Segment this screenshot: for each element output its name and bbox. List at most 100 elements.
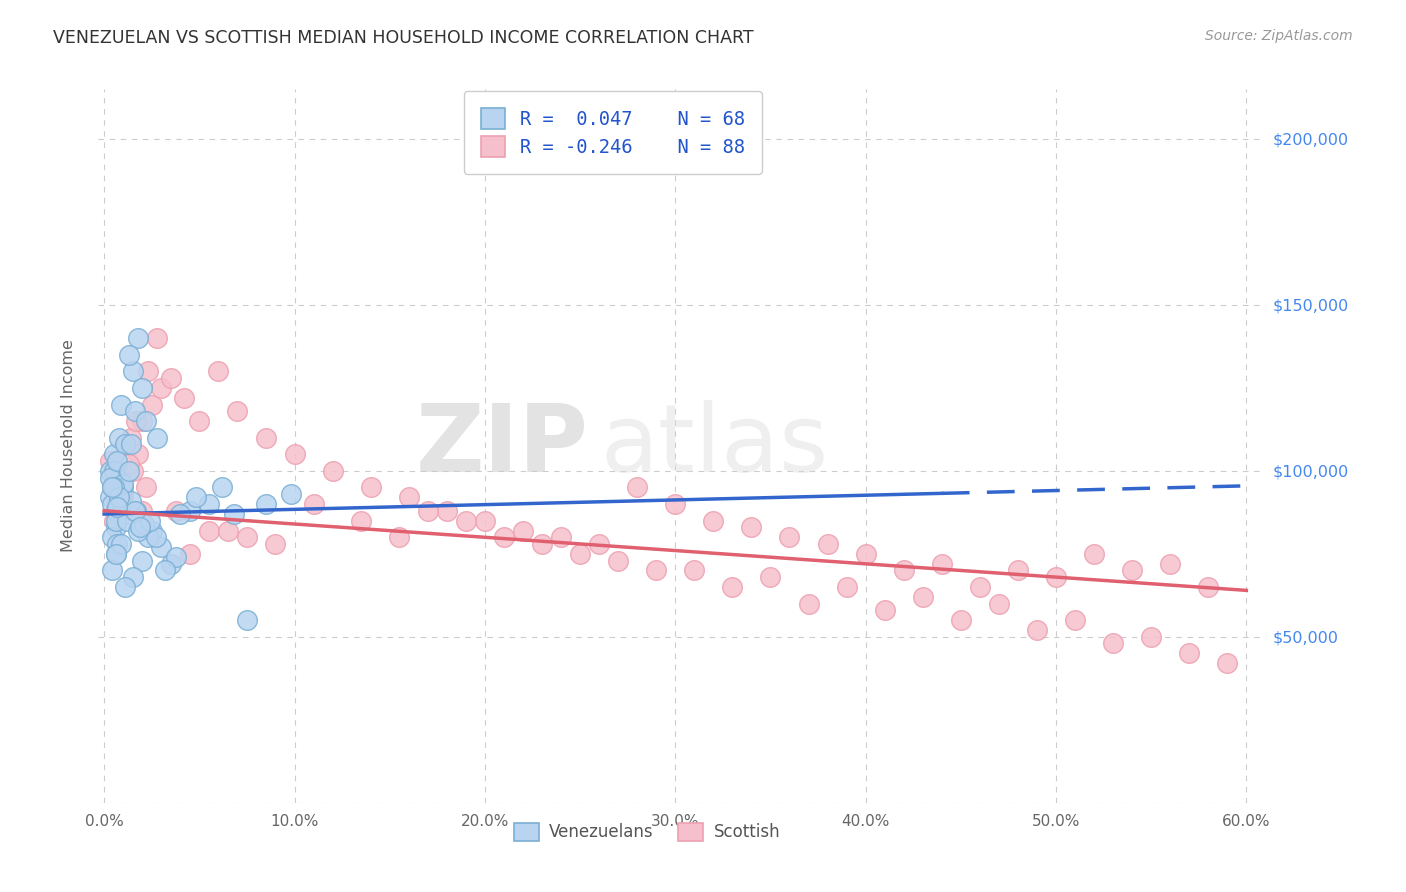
Point — [740, 520, 762, 534]
Point — [112, 491, 135, 505]
Point — [104, 497, 127, 511]
Point — [893, 564, 915, 578]
Point — [949, 613, 972, 627]
Point — [114, 437, 136, 451]
Point — [236, 530, 259, 544]
Point — [607, 553, 630, 567]
Point — [139, 514, 162, 528]
Point — [198, 524, 221, 538]
Point — [254, 497, 277, 511]
Point — [114, 437, 136, 451]
Point — [1007, 564, 1029, 578]
Point — [1026, 624, 1049, 638]
Point — [104, 470, 127, 484]
Point — [127, 447, 149, 461]
Point — [136, 364, 159, 378]
Point — [454, 514, 477, 528]
Point — [114, 580, 136, 594]
Point — [226, 404, 249, 418]
Point — [110, 397, 132, 411]
Point — [104, 514, 127, 528]
Point — [146, 331, 169, 345]
Point — [103, 464, 125, 478]
Point — [127, 331, 149, 345]
Text: atlas: atlas — [600, 400, 828, 492]
Point — [100, 564, 122, 578]
Point — [512, 524, 534, 538]
Point — [283, 447, 305, 461]
Point — [108, 474, 131, 488]
Point — [104, 547, 127, 561]
Point — [112, 500, 135, 515]
Point — [569, 547, 592, 561]
Point — [530, 537, 553, 551]
Point — [124, 504, 146, 518]
Point — [264, 537, 287, 551]
Point — [108, 481, 131, 495]
Point — [120, 437, 142, 451]
Point — [1216, 657, 1239, 671]
Point — [98, 464, 121, 478]
Point — [107, 481, 129, 495]
Point — [107, 487, 129, 501]
Point — [104, 504, 127, 518]
Point — [120, 431, 142, 445]
Point — [108, 491, 131, 505]
Point — [108, 431, 131, 445]
Point — [121, 364, 143, 378]
Point — [1083, 547, 1105, 561]
Point — [817, 537, 839, 551]
Point — [115, 504, 138, 518]
Point — [1121, 564, 1143, 578]
Point — [198, 497, 221, 511]
Point — [125, 414, 148, 428]
Point — [1102, 636, 1125, 650]
Point — [721, 580, 744, 594]
Point — [1197, 580, 1219, 594]
Point — [302, 497, 325, 511]
Point — [131, 381, 153, 395]
Point — [254, 431, 277, 445]
Point — [100, 481, 122, 495]
Point — [132, 516, 155, 531]
Point — [120, 493, 142, 508]
Legend: Venezuelans, Scottish: Venezuelans, Scottish — [508, 816, 787, 848]
Point — [129, 520, 152, 534]
Point — [360, 481, 382, 495]
Point — [911, 590, 934, 604]
Point — [166, 504, 188, 518]
Point — [159, 557, 181, 571]
Point — [135, 481, 157, 495]
Point — [108, 491, 131, 505]
Point — [702, 514, 724, 528]
Point — [118, 348, 141, 362]
Point — [855, 547, 877, 561]
Point — [987, 597, 1010, 611]
Point — [118, 457, 141, 471]
Point — [1045, 570, 1067, 584]
Point — [118, 464, 141, 478]
Point — [931, 557, 953, 571]
Point — [107, 454, 129, 468]
Point — [115, 507, 138, 521]
Point — [121, 464, 143, 478]
Point — [645, 564, 668, 578]
Text: ZIP: ZIP — [416, 400, 589, 492]
Point — [150, 540, 173, 554]
Point — [222, 507, 245, 521]
Point — [797, 597, 820, 611]
Point — [322, 464, 344, 478]
Point — [145, 530, 167, 544]
Point — [103, 514, 125, 528]
Point — [146, 431, 169, 445]
Point — [100, 530, 122, 544]
Point — [98, 491, 121, 505]
Point — [169, 507, 191, 521]
Point — [159, 371, 181, 385]
Point — [873, 603, 896, 617]
Point — [188, 414, 211, 428]
Point — [131, 553, 153, 567]
Point — [100, 481, 122, 495]
Point — [626, 481, 648, 495]
Point — [436, 504, 458, 518]
